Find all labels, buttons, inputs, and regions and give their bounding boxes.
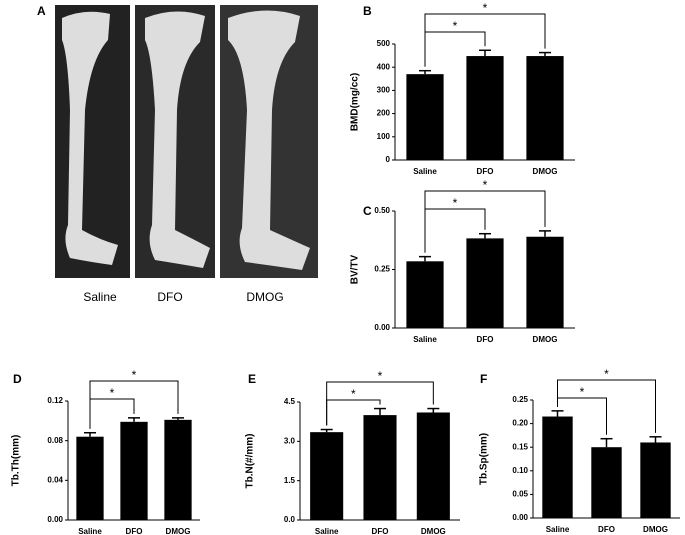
bar: [466, 56, 504, 161]
bar: [363, 415, 397, 520]
y-tick-label: 0.04: [47, 475, 63, 484]
x-tick-label: DFO: [372, 527, 389, 535]
y-tick-label: 0: [386, 155, 391, 164]
y-tick-label: 0.00: [512, 513, 528, 522]
panel-label: A: [37, 4, 46, 18]
panel-label: B: [363, 4, 372, 18]
significance-bracket: [424, 13, 546, 67]
y-tick-label: 0.08: [47, 436, 63, 445]
y-tick-label: 0.12: [47, 396, 63, 405]
bar: [406, 74, 444, 160]
x-tick-label: DMOG: [166, 527, 191, 535]
x-tick-label: DFO: [598, 525, 615, 534]
y-tick-label: 1.5: [284, 476, 296, 485]
significance-label: *: [483, 1, 488, 15]
significance-label: *: [580, 385, 585, 399]
y-tick-label: 0.10: [512, 466, 528, 475]
x-tick-label: DMOG: [421, 527, 446, 535]
bar: [526, 236, 564, 328]
panel-label: E: [248, 372, 256, 386]
y-axis-label: Tb.Th(mm): [11, 435, 22, 487]
y-tick-label: 0.15: [512, 442, 528, 451]
significance-label: *: [483, 178, 488, 192]
y-tick-label: 4.5: [284, 397, 296, 406]
x-tick-label: Saline: [78, 527, 102, 535]
bone: [228, 10, 310, 270]
bar: [76, 436, 104, 520]
y-tick-label: 3.0: [284, 436, 296, 445]
y-tick-label: 0.25: [512, 395, 528, 404]
significance-label: *: [110, 386, 115, 400]
x-tick-label: DFO: [477, 167, 494, 176]
significance-bracket: [89, 380, 179, 429]
y-axis-label: Tb.Sp(mm): [479, 433, 490, 485]
significance-label: *: [351, 387, 356, 401]
y-tick-label: 0.0: [284, 515, 296, 524]
x-tick-label: Saline: [413, 167, 437, 176]
caption: DFO: [157, 290, 182, 304]
x-tick-label: DMOG: [643, 525, 668, 534]
y-axis-label: BV/TV: [350, 254, 361, 284]
x-tick-label: Saline: [413, 335, 437, 344]
significance-label: *: [453, 196, 458, 210]
bar: [406, 261, 444, 328]
significance-label: *: [378, 369, 383, 383]
panel-label: D: [13, 372, 22, 386]
panel-label: F: [480, 372, 487, 386]
bone: [145, 11, 210, 268]
bar: [120, 421, 148, 520]
y-tick-label: 0.05: [512, 490, 528, 499]
y-tick-label: 100: [377, 132, 391, 141]
y-tick-label: 500: [377, 39, 391, 48]
significance-bracket: [557, 379, 656, 433]
y-tick-label: 0.00: [374, 323, 390, 332]
caption: DMOG: [246, 290, 283, 304]
y-tick-label: 300: [377, 86, 391, 95]
panel-label: C: [363, 204, 372, 218]
caption: Saline: [83, 290, 117, 304]
y-tick-label: 0.25: [374, 265, 390, 274]
bar: [542, 416, 573, 518]
significance-bracket: [326, 381, 434, 426]
x-tick-label: Saline: [546, 525, 570, 534]
y-axis-label: BMD(mg/cc): [350, 73, 361, 131]
bar: [310, 432, 344, 520]
bar: [416, 412, 450, 520]
x-tick-label: DMOG: [533, 335, 558, 344]
significance-label: *: [604, 367, 609, 381]
significance-label: *: [453, 19, 458, 33]
significance-label: *: [132, 368, 137, 382]
y-axis-label: Tb.N(#/mm): [245, 434, 256, 489]
bone: [62, 11, 118, 265]
x-tick-label: DFO: [477, 335, 494, 344]
y-tick-label: 0.20: [512, 419, 528, 428]
y-tick-label: 0.50: [374, 206, 390, 215]
bone-images: [55, 5, 318, 278]
y-tick-label: 400: [377, 62, 391, 71]
bar: [466, 238, 504, 328]
x-tick-label: DFO: [126, 527, 143, 535]
bar: [591, 447, 622, 518]
x-tick-label: DMOG: [533, 167, 558, 176]
x-tick-label: Saline: [315, 527, 339, 535]
bar: [164, 419, 192, 520]
significance-bracket: [424, 190, 546, 253]
bar: [640, 442, 671, 518]
y-tick-label: 0.00: [47, 515, 63, 524]
y-tick-label: 200: [377, 109, 391, 118]
bar: [526, 56, 564, 161]
